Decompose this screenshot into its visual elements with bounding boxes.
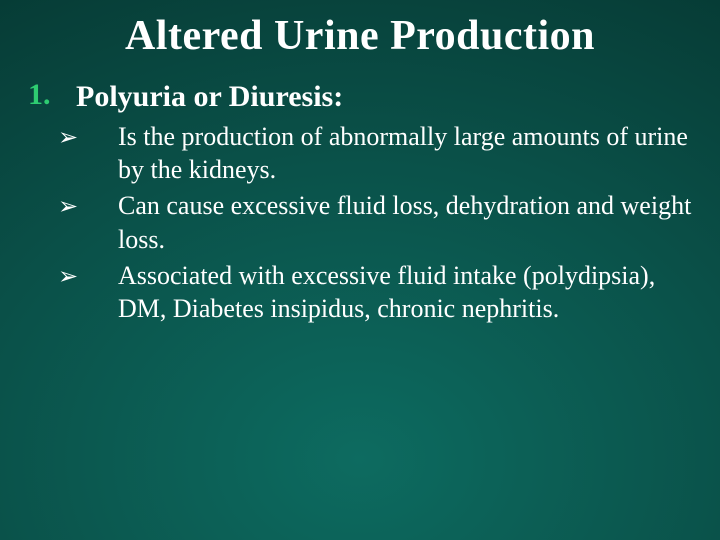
slide-title: Altered Urine Production (28, 12, 692, 60)
slide-container: Altered Urine Production 1. Polyuria or … (0, 0, 720, 540)
bullet-list: ➢ Is the production of abnormally large … (28, 120, 692, 327)
list-item: ➢ Associated with excessive fluid intake… (28, 259, 692, 327)
subheading: Polyuria or Diuresis: (76, 78, 343, 116)
bullet-text: Associated with excessive fluid intake (… (104, 259, 692, 327)
bullet-text: Is the production of abnormally large am… (104, 120, 692, 188)
numbered-item: 1. Polyuria or Diuresis: (28, 78, 692, 116)
list-item: ➢ Is the production of abnormally large … (28, 120, 692, 188)
chevron-right-icon: ➢ (28, 189, 104, 223)
bullet-text: Can cause excessive fluid loss, dehydrat… (104, 189, 692, 257)
number-marker: 1. (28, 78, 76, 112)
list-item: ➢ Can cause excessive fluid loss, dehydr… (28, 189, 692, 257)
chevron-right-icon: ➢ (28, 259, 104, 293)
chevron-right-icon: ➢ (28, 120, 104, 154)
